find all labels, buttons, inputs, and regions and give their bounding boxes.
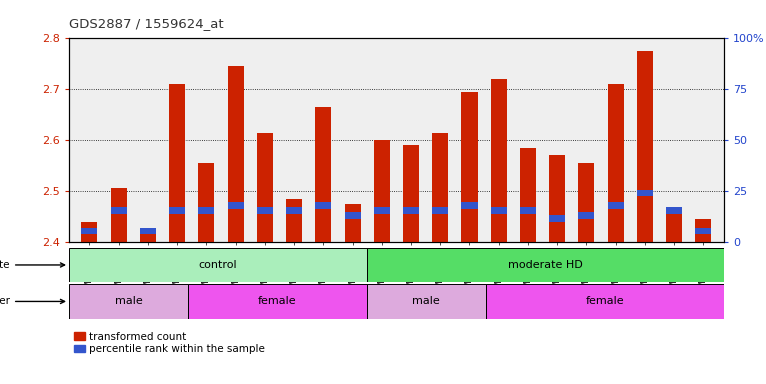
Text: GDS2887 / 1559624_at: GDS2887 / 1559624_at (69, 17, 224, 30)
Bar (578, 212, 594, 219)
Bar (286, 199, 302, 242)
Bar (637, 51, 653, 242)
Text: female: female (258, 296, 296, 306)
Bar (345, 212, 361, 219)
Bar (607, 202, 624, 209)
Bar (286, 207, 302, 214)
Bar (198, 207, 214, 214)
Bar (403, 207, 419, 214)
Bar (461, 92, 477, 242)
Bar (188, 284, 367, 319)
Bar (69, 248, 367, 282)
Bar (696, 228, 712, 234)
Bar (486, 284, 724, 319)
Bar (81, 222, 97, 242)
Bar (666, 212, 683, 242)
Bar (140, 232, 156, 242)
Bar (549, 215, 565, 222)
Bar (257, 207, 273, 214)
Bar (403, 145, 419, 242)
Bar (666, 207, 683, 214)
Text: disease state: disease state (0, 260, 64, 270)
Text: moderate HD: moderate HD (508, 260, 583, 270)
Text: gender: gender (0, 296, 64, 306)
Bar (140, 228, 156, 234)
Text: female: female (585, 296, 624, 306)
Bar (696, 219, 712, 242)
Bar (374, 140, 390, 242)
Bar (110, 189, 126, 242)
Bar (520, 207, 536, 214)
Bar (520, 148, 536, 242)
Bar (81, 228, 97, 234)
Bar (169, 207, 185, 214)
Bar (257, 132, 273, 242)
Bar (367, 284, 486, 319)
Bar (491, 79, 507, 242)
Bar (367, 248, 724, 282)
Bar (316, 202, 332, 209)
Bar (578, 163, 594, 242)
Bar (110, 207, 126, 214)
Bar (491, 207, 507, 214)
Bar (316, 107, 332, 242)
Bar (169, 84, 185, 242)
Bar (549, 156, 565, 242)
Bar (69, 284, 188, 319)
Text: male: male (115, 296, 142, 306)
Bar (637, 190, 653, 196)
Bar (374, 207, 390, 214)
Bar (432, 132, 448, 242)
Bar (345, 204, 361, 242)
Text: control: control (198, 260, 237, 270)
Bar (198, 163, 214, 242)
Bar (432, 207, 448, 214)
Bar (228, 202, 244, 209)
Legend: transformed count, percentile rank within the sample: transformed count, percentile rank withi… (74, 332, 264, 354)
Bar (461, 202, 477, 209)
Text: male: male (412, 296, 440, 306)
Bar (228, 66, 244, 242)
Bar (607, 84, 624, 242)
